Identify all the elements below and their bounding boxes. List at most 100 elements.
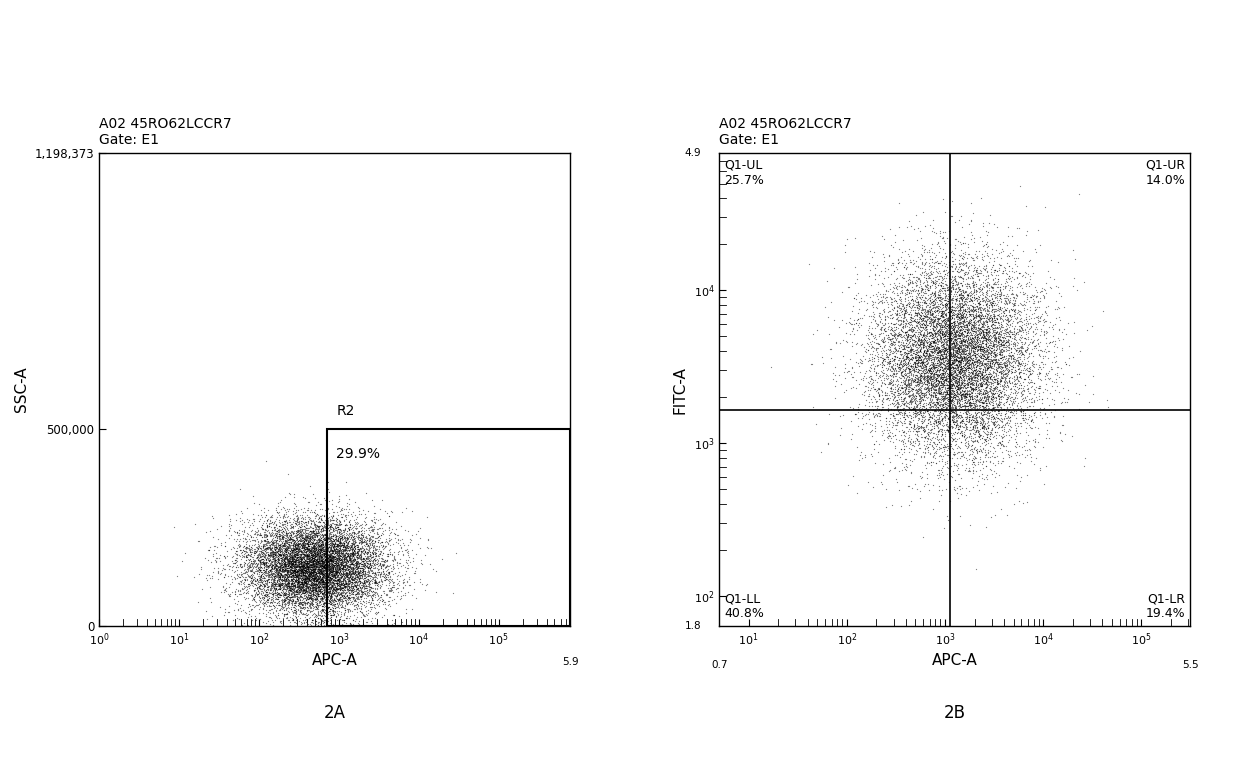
Point <box>316 570 336 582</box>
Point <box>336 604 356 616</box>
Point <box>893 386 913 398</box>
Point <box>293 534 312 546</box>
Point <box>982 394 1002 406</box>
Point <box>966 305 986 317</box>
Point <box>993 327 1013 339</box>
Point <box>985 276 1004 288</box>
Point <box>909 338 929 351</box>
Point <box>258 615 278 627</box>
Point <box>305 554 325 566</box>
Point <box>265 560 285 572</box>
Point <box>355 566 374 578</box>
Point <box>238 516 258 528</box>
Point <box>351 554 371 566</box>
Point <box>288 574 308 586</box>
Point <box>368 568 388 580</box>
Point <box>983 295 1003 307</box>
Point <box>968 314 988 326</box>
Point <box>983 410 1003 422</box>
Point <box>932 364 952 377</box>
Point <box>301 506 321 518</box>
Point <box>289 584 309 596</box>
Point <box>893 314 913 326</box>
Point <box>264 524 284 536</box>
Point <box>330 575 350 588</box>
Point <box>945 258 965 270</box>
Point <box>326 543 346 555</box>
Point <box>306 554 326 566</box>
Point <box>324 559 343 571</box>
Point <box>312 588 332 600</box>
Point <box>343 534 363 546</box>
Point <box>372 593 392 605</box>
Point <box>341 548 361 560</box>
Point <box>941 285 961 297</box>
Point <box>268 524 288 536</box>
Point <box>325 592 345 604</box>
Point <box>957 289 977 301</box>
Point <box>269 536 289 548</box>
Point <box>968 349 988 361</box>
Point <box>931 333 951 345</box>
Point <box>242 550 262 562</box>
Point <box>373 568 393 580</box>
Point <box>167 570 187 582</box>
Point <box>967 285 987 297</box>
Point <box>346 558 366 570</box>
Point <box>986 432 1006 444</box>
Point <box>970 399 990 411</box>
Point <box>1019 367 1039 380</box>
Point <box>340 597 360 610</box>
Point <box>972 331 992 343</box>
Point <box>977 361 997 374</box>
Point <box>910 345 930 358</box>
Point <box>956 419 976 431</box>
Point <box>298 497 317 509</box>
Point <box>262 546 281 558</box>
Point <box>249 592 269 604</box>
Point <box>345 549 365 561</box>
Point <box>942 260 962 272</box>
Point <box>265 582 285 594</box>
Point <box>962 319 982 332</box>
Point <box>913 361 932 373</box>
Point <box>339 532 358 544</box>
Point <box>294 539 314 551</box>
Point <box>340 493 360 505</box>
Point <box>946 276 966 288</box>
Point <box>900 365 920 377</box>
Point <box>322 565 342 578</box>
Point <box>983 397 1003 410</box>
Point <box>278 541 298 553</box>
Point <box>955 368 975 380</box>
Point <box>911 358 931 370</box>
Point <box>939 362 959 374</box>
Point <box>906 401 926 413</box>
Point <box>277 545 296 558</box>
Point <box>946 310 966 322</box>
Point <box>920 338 940 351</box>
Point <box>322 565 342 577</box>
Point <box>990 333 1009 345</box>
Point <box>921 356 941 368</box>
Point <box>300 521 320 533</box>
Point <box>939 315 959 327</box>
Point <box>952 327 972 339</box>
Point <box>903 338 923 351</box>
Point <box>945 375 965 387</box>
Point <box>314 568 334 581</box>
Point <box>324 551 343 563</box>
Point <box>322 562 342 574</box>
Point <box>336 549 356 561</box>
Point <box>241 543 260 555</box>
Point <box>298 562 317 574</box>
Point <box>310 549 330 562</box>
Point <box>330 559 350 571</box>
Point <box>900 374 920 386</box>
Point <box>882 257 901 270</box>
Point <box>913 365 932 377</box>
Point <box>301 548 321 560</box>
Point <box>980 367 999 380</box>
Point <box>317 550 337 562</box>
Point <box>331 553 351 565</box>
